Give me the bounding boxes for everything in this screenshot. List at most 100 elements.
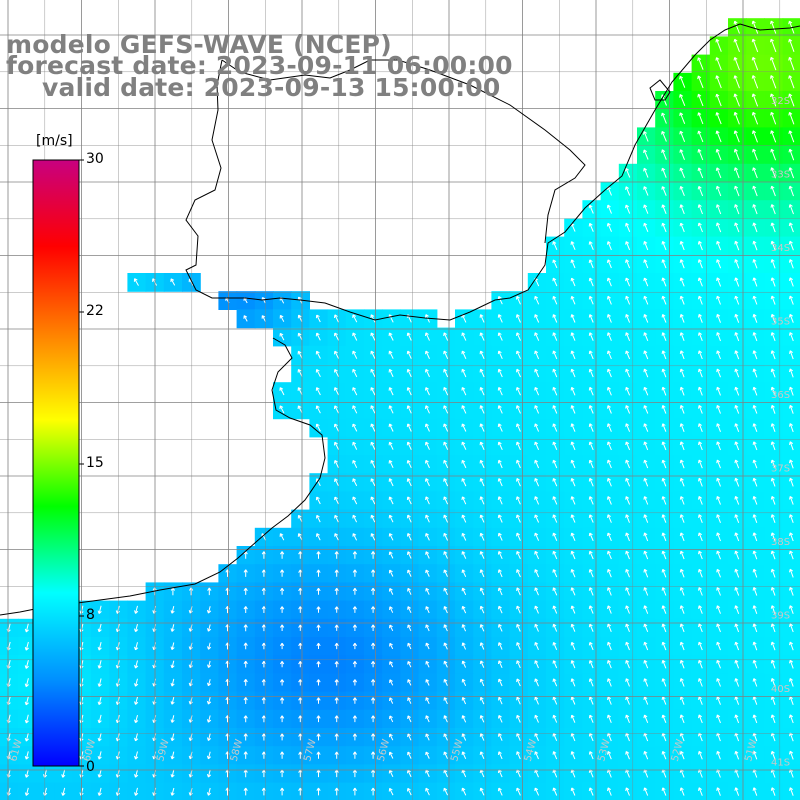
wind-arrow [788,240,794,251]
wind-arrow [607,459,612,469]
wind-arrow [734,641,740,651]
wind-arrow [788,75,795,89]
wind-arrow [334,787,339,796]
wind-arrow [243,587,248,595]
wind-arrow [461,733,467,741]
lat-label: 40S [771,684,790,695]
wind-arrow [752,787,758,796]
wind-arrow [243,569,248,577]
wind-arrow [552,441,558,450]
wind-arrow [607,787,612,796]
wind-arrow [697,112,704,125]
wind-arrow [534,678,539,687]
wind-arrow [279,405,285,414]
wind-arrow [716,477,721,487]
wind-arrow [334,514,339,523]
wind-arrow [770,423,776,432]
wind-arrow [497,350,503,360]
wind-arrow [516,368,521,378]
wind-arrow [643,496,649,505]
lat-label: 33S [771,170,790,181]
wind-arrow [461,678,467,687]
wind-arrow [588,751,594,760]
wind-arrow [643,186,649,196]
wind-arrow [498,642,503,650]
wind-arrow [425,532,430,541]
wind-arrow [461,332,467,341]
wind-arrow [243,679,248,686]
wind-arrow [734,477,740,487]
wind-arrow [588,696,594,705]
wind-arrow [625,568,630,578]
wind-arrow [407,715,412,723]
wind-arrow [752,130,758,143]
wind-arrow [698,368,703,378]
wind-arrow [789,423,794,433]
wind-arrow [243,315,248,322]
wind-arrow [516,787,521,796]
wind-arrow [443,715,448,723]
wind-arrow [698,423,703,432]
wind-arrow [625,696,630,705]
wind-arrow [461,751,467,760]
wind-arrow [679,750,685,760]
wind-arrow [461,624,467,632]
wind-arrow [206,697,212,705]
wind-arrow [534,496,540,505]
wind-arrow [789,532,794,542]
wind-arrow [552,477,558,487]
wind-arrow [698,332,703,341]
wind-arrow [497,295,503,305]
wind-arrow [734,386,740,396]
wind-arrow [697,185,704,197]
wind-arrow [388,551,394,559]
wind-arrow [643,149,649,160]
wind-arrow [716,222,722,233]
wind-arrow [734,313,740,323]
wind-arrow [661,696,667,705]
wind-arrow [97,660,102,669]
wind-arrow [388,514,394,523]
wind-arrow [570,678,576,687]
wind-arrow [788,259,794,269]
wind-arrow [24,769,29,778]
wind-arrow [715,38,722,52]
wind-arrow [607,423,612,432]
wind-arrow [425,660,430,668]
colorbar-tick-30: 30 [86,151,104,167]
wind-arrow [770,714,776,724]
wind-arrow [788,167,795,179]
wind-arrow [661,477,667,487]
wind-arrow [607,368,612,378]
wind-arrow [570,514,576,523]
wind-arrow [443,751,448,759]
wind-arrow [406,514,412,523]
wind-arrow [479,386,485,396]
wind-arrow [279,606,285,613]
wind-arrow [407,751,412,759]
wind-arrow [752,222,758,233]
wind-arrow [352,387,358,396]
wind-arrow [170,787,175,796]
wind-arrow [134,678,139,687]
wind-arrow [770,38,777,53]
wind-arrow [552,314,558,323]
wind-arrow [752,532,758,542]
wind-arrow [425,606,430,614]
wind-arrow [552,569,558,578]
colorbar-unit: [m/s] [36,133,73,149]
wind-arrow [607,514,612,523]
wind-arrow [679,185,685,196]
wind-arrow [407,697,412,704]
wind-arrow [334,387,340,396]
wind-arrow [97,714,102,724]
wind-arrow [588,623,594,632]
wind-arrow [643,332,649,341]
wind-arrow [552,405,558,414]
wind-arrow [315,496,321,505]
wind-arrow [279,787,285,796]
wind-arrow [789,714,794,724]
wind-arrow [443,605,448,614]
wind-arrow [516,714,521,723]
wind-arrow [770,550,776,560]
